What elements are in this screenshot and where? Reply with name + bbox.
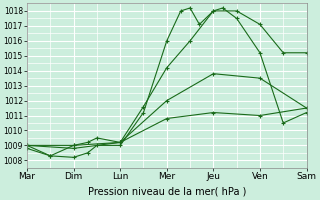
X-axis label: Pression niveau de la mer( hPa ): Pression niveau de la mer( hPa ): [88, 187, 246, 197]
